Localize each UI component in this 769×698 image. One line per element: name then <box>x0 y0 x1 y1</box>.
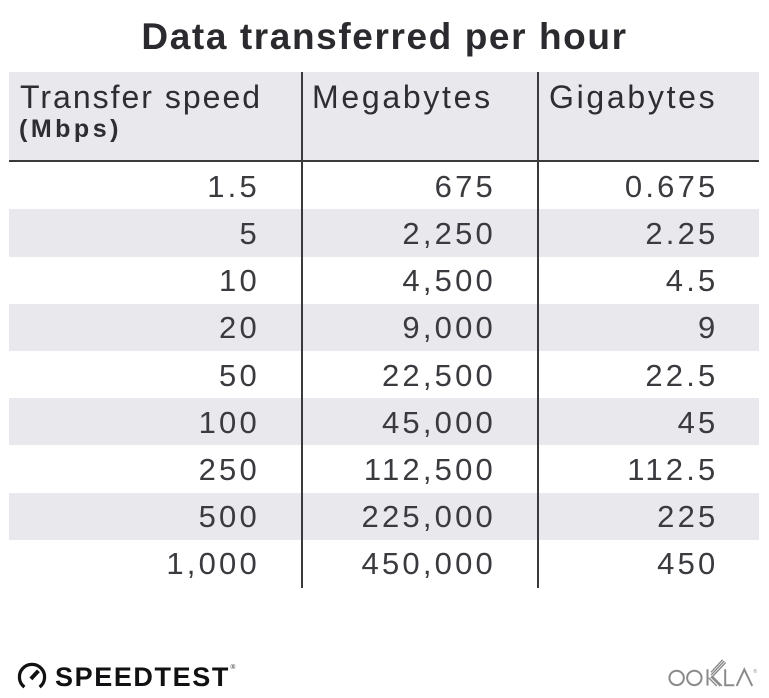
svg-text:®: ® <box>754 668 758 675</box>
